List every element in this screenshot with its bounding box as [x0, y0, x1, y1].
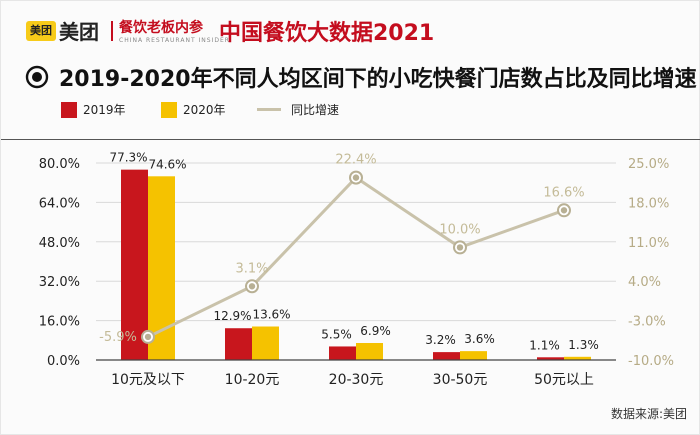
- y-right-tick-label: 25.0%: [628, 157, 669, 172]
- bar-2020: [252, 326, 279, 360]
- legend-label-2019: 2019年: [83, 103, 126, 117]
- y-left-tick-label: 0.0%: [47, 354, 80, 369]
- x-tick-label: 10-20元: [225, 372, 280, 388]
- bar-value-label: 1.1%: [529, 338, 560, 352]
- x-tick-label: 10元及以下: [111, 372, 185, 388]
- growth-point-inner: [456, 244, 464, 251]
- bar-value-label: 12.9%: [213, 309, 251, 323]
- bar-value-label: 6.9%: [360, 324, 391, 338]
- x-tick-label: 20-30元: [329, 372, 384, 388]
- meituan-logo-mark: 美团: [26, 21, 56, 41]
- legend-item-growth: 同比增速: [257, 101, 339, 118]
- bar-2020: [564, 356, 591, 360]
- report-title: 中国餐饮大数据2021: [219, 21, 435, 46]
- meituan-logo-text: 美团: [59, 20, 99, 44]
- growth-value-label: 22.4%: [335, 153, 376, 168]
- growth-value-label: 16.6%: [543, 185, 584, 200]
- growth-point-inner: [144, 333, 152, 341]
- bar-value-label: 3.2%: [425, 333, 456, 347]
- bar-2020: [460, 351, 487, 360]
- growth-value-label: -5.9%: [99, 330, 137, 345]
- header-bar: 美团 美团 餐饮老板内参 CHINA RESTAURANT INSIDER 中国…: [1, 1, 700, 57]
- growth-point-inner: [352, 174, 360, 181]
- growth-value-label: 3.1%: [235, 261, 268, 276]
- y-right-tick-label: -3.0%: [628, 315, 666, 330]
- bar-value-label: 77.3%: [109, 151, 147, 165]
- chart-title: 2019-2020年不同人均区间下的小吃快餐门店数占比及同比增速: [59, 67, 697, 92]
- y-left-tick-label: 32.0%: [39, 275, 80, 290]
- source-note: 数据来源:美团: [610, 407, 687, 421]
- bar-value-label: 13.6%: [252, 308, 290, 322]
- title-divider-line: [1, 139, 700, 140]
- growth-line: [147, 175, 565, 339]
- bar-value-label: 5.5%: [321, 327, 352, 341]
- legend-label-growth: 同比增速: [291, 103, 340, 117]
- y-left-tick-label: 80.0%: [39, 157, 80, 172]
- legend-item-2020: 2020年: [161, 101, 226, 118]
- growth-value-label: 10.0%: [439, 222, 480, 237]
- bar-2019: [433, 352, 460, 360]
- legend-item-2019: 2019年: [61, 101, 126, 118]
- y-left-tick-label: 16.0%: [39, 315, 80, 330]
- y-right-tick-label: -10.0%: [628, 354, 674, 369]
- bar-value-label: 3.6%: [464, 332, 495, 346]
- bar-2019: [121, 169, 148, 360]
- bar-2019: [225, 328, 252, 360]
- sub-brand-english: CHINA RESTAURANT INSIDER: [119, 37, 230, 44]
- y-left-tick-label: 64.0%: [39, 196, 80, 211]
- sub-brand-name: 餐饮老板内参: [119, 20, 203, 36]
- bar-value-label: 1.3%: [568, 338, 599, 352]
- x-tick-label: 30-50元: [433, 372, 488, 388]
- bar-line-chart: 0.0% 16.0% 32.0% 48.0% 64.0% 80.0% -10.0% -3.0%…: [39, 151, 674, 388]
- y-right-tick-label: 11.0%: [628, 236, 669, 251]
- header-divider: [111, 21, 113, 41]
- bar-2020: [356, 343, 383, 360]
- target-icon: [25, 65, 49, 89]
- legend-swatch-2020: [161, 101, 177, 118]
- legend-swatch-2019: [61, 101, 77, 118]
- y-left-tick-label: 48.0%: [39, 236, 80, 251]
- bar-2019: [329, 346, 356, 360]
- growth-point-inner: [560, 207, 568, 214]
- legend-label-2020: 2020年: [183, 103, 226, 117]
- y-right-tick-label: 18.0%: [628, 196, 669, 211]
- legend-swatch-growth: [257, 108, 281, 111]
- bar-value-label: 74.6%: [148, 157, 186, 171]
- x-tick-label: 50元以上: [534, 372, 594, 388]
- y-right-tick-label: 4.0%: [628, 275, 661, 290]
- bar-2019: [537, 357, 564, 360]
- growth-point-inner: [248, 283, 256, 290]
